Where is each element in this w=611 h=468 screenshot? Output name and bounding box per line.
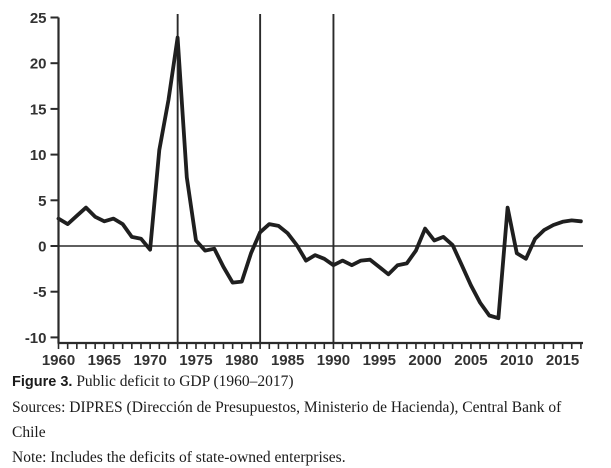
y-tick-label: -5	[33, 284, 46, 301]
y-tick-label: 15	[30, 101, 47, 118]
figure-title: Public deficit to GDP (1960–2017)	[72, 373, 294, 390]
y-tick-label: 25	[30, 10, 47, 27]
y-tick-label: 0	[38, 239, 46, 256]
x-tick-label: 2010	[500, 352, 533, 369]
deficit-line-chart: -10 -5 0 5 10 15 20 25 1960 1965 1970 1975 1980 1985 1…	[25, 10, 583, 369]
x-tick-label: 1965	[88, 352, 121, 369]
figure-caption-block: Figure 3. Public deficit to GDP (1960–20…	[0, 372, 611, 467]
figure-caption-line: Figure 3. Public deficit to GDP (1960–20…	[12, 372, 597, 392]
x-tick-label: 1960	[42, 352, 75, 369]
sources-line-2: Chile	[12, 424, 46, 441]
x-tick-label: 2000	[408, 352, 441, 369]
x-tick-label: 2015	[546, 352, 579, 369]
note-line: Note: Includes the deficits of state-own…	[12, 449, 346, 466]
x-tick-label: 1975	[179, 352, 212, 369]
figure-label: Figure 3.	[12, 374, 73, 390]
x-tick-label: 1980	[225, 352, 258, 369]
x-tick-label: 1990	[317, 352, 350, 369]
y-tick-label: -10	[25, 330, 47, 347]
x-tick-label: 2005	[454, 352, 487, 369]
deficit-series-line	[56, 35, 583, 321]
x-tick-label: 1970	[133, 352, 166, 369]
x-tick-label: 1985	[271, 352, 304, 369]
y-tick-label: 20	[30, 56, 47, 73]
y-tick-label: 10	[30, 147, 47, 164]
x-tick-label: 1995	[363, 352, 396, 369]
sources-line-1: Sources: DIPRES (Dirección de Presupuest…	[12, 399, 562, 416]
y-tick-label: 5	[38, 193, 46, 210]
